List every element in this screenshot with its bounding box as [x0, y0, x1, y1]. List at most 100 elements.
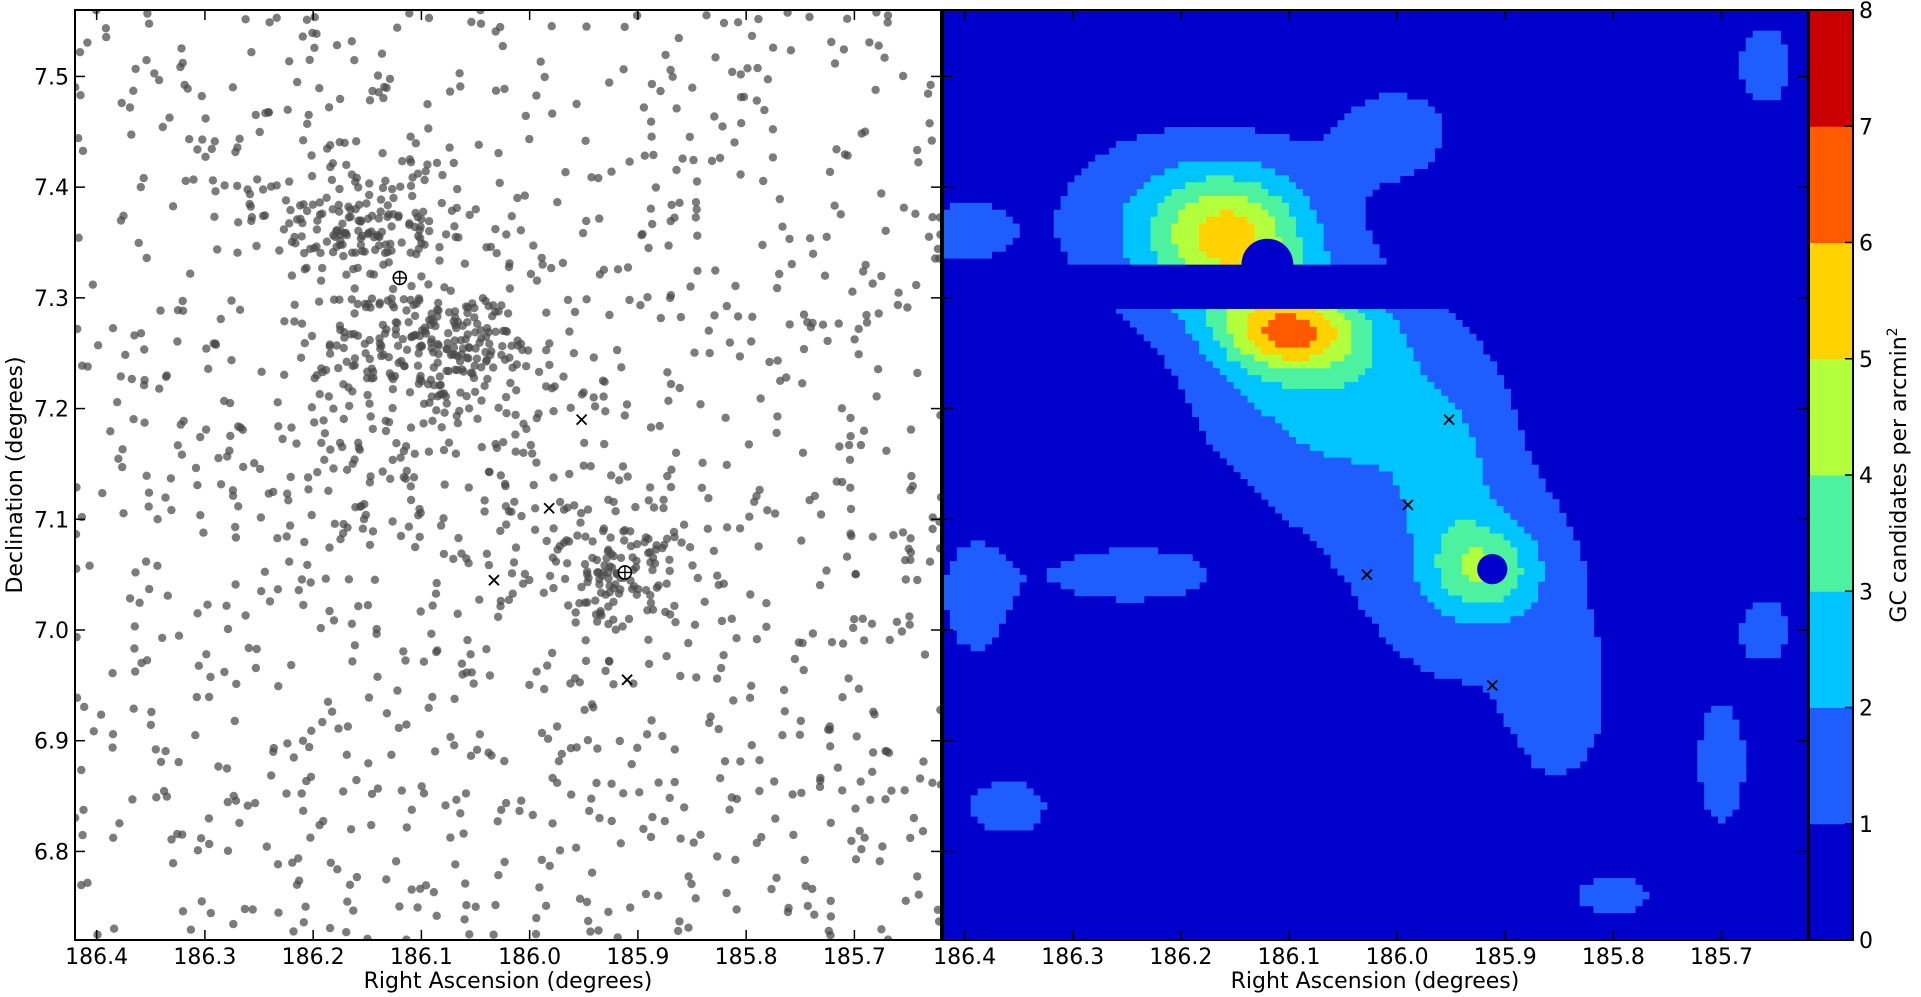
contour-cell — [1219, 409, 1228, 418]
contour-cell — [1399, 368, 1408, 376]
scatter-point — [397, 786, 406, 795]
scatter-point — [297, 232, 306, 241]
contour-cell — [1745, 78, 1754, 87]
contour-cell — [1212, 134, 1221, 142]
contour-cell — [956, 237, 965, 245]
scatter-point — [385, 74, 395, 84]
scatter-point — [210, 137, 219, 146]
scatter-point — [564, 601, 573, 610]
contour-cell — [1468, 444, 1477, 452]
contour-cell — [1565, 561, 1574, 569]
contour-cell — [1427, 554, 1435, 562]
contour-cell — [1358, 251, 1366, 259]
contour-cell — [1406, 402, 1415, 411]
contour-cell — [1233, 154, 1242, 163]
contour-cell — [1247, 196, 1255, 204]
contour-cell — [1385, 533, 1394, 542]
scatter-point — [581, 636, 590, 645]
scatter-point — [436, 521, 446, 530]
contour-cell — [1164, 258, 1172, 266]
contour-cell — [1282, 395, 1290, 404]
scatter-point — [319, 816, 328, 826]
contour-cell — [1489, 519, 1498, 528]
scatter-point — [691, 213, 700, 222]
contour-cell — [1330, 361, 1339, 369]
scatter-point — [388, 455, 397, 465]
contour-cell — [1247, 134, 1255, 142]
contour-cell — [1295, 375, 1304, 383]
scatter-point — [351, 248, 360, 257]
scatter-point — [667, 200, 676, 210]
contour-cell — [1178, 347, 1186, 356]
contour-cell — [1185, 554, 1193, 562]
contour-cell — [1392, 375, 1401, 383]
contour-cell — [1192, 237, 1200, 245]
scatter-point — [666, 610, 675, 619]
contour-cell — [1489, 478, 1498, 486]
scatter-point — [121, 350, 130, 359]
contour-cell — [1143, 313, 1152, 321]
scatter-point — [611, 507, 620, 516]
contour-cell — [1766, 85, 1774, 94]
contour-cell — [1413, 127, 1422, 135]
contour-cell — [1420, 320, 1428, 328]
contour-cell — [1392, 568, 1401, 576]
scatter-point — [379, 350, 388, 359]
contour-cell — [1233, 340, 1242, 349]
scatter-point — [730, 138, 739, 147]
contour-cell — [1344, 478, 1352, 486]
contour-cell — [1067, 209, 1076, 218]
scatter-point — [324, 103, 334, 112]
contour-cell — [1413, 354, 1422, 362]
contour-cell — [1109, 189, 1117, 197]
contour-cell — [1323, 237, 1332, 245]
contour-cell — [1185, 368, 1193, 376]
scatter-point — [75, 48, 85, 57]
contour-cell — [1372, 244, 1380, 252]
contour-cell — [1462, 347, 1470, 356]
contour-cell — [1178, 340, 1186, 349]
contour-cell — [1316, 196, 1325, 204]
contour-cell — [1441, 568, 1449, 576]
scatter-point — [378, 183, 388, 193]
contour-cell — [1358, 333, 1366, 342]
contour-cell — [1358, 134, 1366, 142]
contour-cell — [1171, 251, 1179, 259]
contour-cell — [1226, 361, 1235, 369]
scatter-point — [528, 449, 537, 458]
scatter-point — [545, 360, 554, 370]
contour-cell — [1254, 196, 1262, 204]
scatter-point — [927, 136, 936, 145]
contour-cell — [1282, 437, 1290, 445]
scatter-point — [491, 439, 500, 449]
contour-cell — [1399, 478, 1408, 486]
contour-cell — [1302, 354, 1311, 362]
scatter-point — [716, 774, 725, 783]
scatter-point — [89, 727, 99, 736]
scatter-point — [836, 210, 845, 219]
scatter-point — [587, 794, 596, 803]
scatter-point — [510, 497, 519, 506]
contour-cell — [1441, 540, 1449, 548]
scatter-point — [241, 15, 250, 24]
contour-cell — [1192, 216, 1200, 225]
scatter-point — [280, 317, 289, 326]
contour-cell — [1295, 333, 1304, 342]
contour-cell — [1448, 561, 1456, 569]
contour-cell — [1780, 44, 1788, 52]
contour-cell — [1551, 540, 1560, 548]
scatter-point — [905, 612, 914, 621]
scatter-point — [670, 745, 679, 754]
contour-cell — [1199, 251, 1207, 259]
contour-cell — [1365, 237, 1373, 245]
scatter-point — [414, 349, 423, 358]
scatter-point — [901, 575, 910, 584]
scatter-point — [914, 890, 923, 899]
density-panel: 186.4 186.3 186.2 186.1 186.0 185.9 185.8 185.7… — [933, 9, 1809, 994]
scatter-point — [733, 18, 743, 27]
contour-cell — [1427, 106, 1435, 114]
contour-cell — [1081, 258, 1089, 266]
contour-cell — [1095, 189, 1103, 197]
scatter-point — [935, 254, 941, 263]
scatter-point — [186, 269, 195, 278]
